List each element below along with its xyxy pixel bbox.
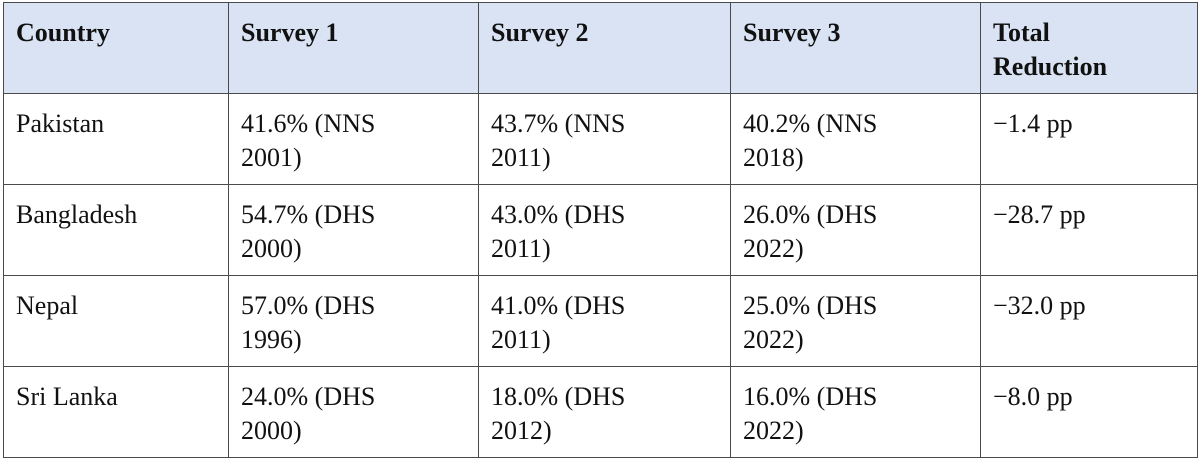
cell-text: 57.0% (DHS 1996)	[241, 291, 376, 354]
header-cell: Survey 2	[478, 2, 731, 94]
cell-text: Total Reduction	[993, 18, 1108, 81]
cell-text: Survey 2	[491, 18, 589, 47]
cell-text: 41.6% (NNS 2001)	[241, 109, 376, 172]
table-cell: Sri Lanka	[3, 366, 229, 458]
cell-text: Nepal	[16, 291, 79, 320]
table-cell: 16.0% (DHS 2022)	[730, 366, 981, 458]
table-cell: 54.7% (DHS 2000)	[228, 184, 479, 276]
table-cell: 41.6% (NNS 2001)	[228, 93, 479, 185]
table-cell: 40.2% (NNS 2018)	[730, 93, 981, 185]
cell-text: −32.0 pp	[993, 291, 1086, 320]
cell-text: Bangladesh	[16, 200, 138, 229]
table-cell: −28.7 pp	[980, 184, 1198, 276]
header-cell: Total Reduction	[980, 2, 1198, 94]
cell-text: 43.0% (DHS 2011)	[491, 200, 626, 263]
cell-text: 25.0% (DHS 2022)	[743, 291, 878, 354]
table-cell: 41.0% (DHS 2011)	[478, 275, 731, 367]
data-table: Country Survey 1 Survey 2 Survey 3 Total Red…	[3, 2, 1198, 458]
cell-text: 24.0% (DHS 2000)	[241, 382, 376, 445]
table-cell: 25.0% (DHS 2022)	[730, 275, 981, 367]
table-row: Sri Lanka 24.0% (DHS 2000) 18.0% (DHS 2012…	[3, 366, 1198, 458]
cell-text: 54.7% (DHS 2000)	[241, 200, 376, 263]
cell-text: Survey 3	[743, 18, 841, 47]
table-row: Bangladesh 54.7% (DHS 2000) 43.0% (DHS 201…	[3, 184, 1198, 276]
cell-text: Sri Lanka	[16, 382, 118, 411]
cell-text: 26.0% (DHS 2022)	[743, 200, 878, 263]
table-cell: 57.0% (DHS 1996)	[228, 275, 479, 367]
table-cell: 43.0% (DHS 2011)	[478, 184, 731, 276]
header-cell: Survey 1	[228, 2, 479, 94]
header-cell: Survey 3	[730, 2, 981, 94]
header-cell: Country	[3, 2, 229, 94]
cell-text: Pakistan	[16, 109, 105, 138]
table-cell: Pakistan	[3, 93, 229, 185]
cell-text: Country	[16, 18, 110, 47]
cell-text: −28.7 pp	[993, 200, 1086, 229]
table-body: Pakistan 41.6% (NNS 2001) 43.7% (NNS 2011)…	[3, 93, 1198, 458]
table-row: Pakistan 41.6% (NNS 2001) 43.7% (NNS 2011)…	[3, 93, 1198, 185]
cell-text: 16.0% (DHS 2022)	[743, 382, 878, 445]
cell-text: Survey 1	[241, 18, 339, 47]
cell-text: 40.2% (NNS 2018)	[743, 109, 878, 172]
cell-text: 41.0% (DHS 2011)	[491, 291, 626, 354]
table-cell: −1.4 pp	[980, 93, 1198, 185]
table-cell: 18.0% (DHS 2012)	[478, 366, 731, 458]
table-cell: Bangladesh	[3, 184, 229, 276]
table-cell: Nepal	[3, 275, 229, 367]
header-row: Country Survey 1 Survey 2 Survey 3 Total Red…	[3, 2, 1198, 94]
cell-text: 18.0% (DHS 2012)	[491, 382, 626, 445]
table-cell: 43.7% (NNS 2011)	[478, 93, 731, 185]
table-row: Nepal 57.0% (DHS 1996) 41.0% (DHS 2011) 25.…	[3, 275, 1198, 367]
table-cell: 26.0% (DHS 2022)	[730, 184, 981, 276]
table-cell: −32.0 pp	[980, 275, 1198, 367]
table-cell: −8.0 pp	[980, 366, 1198, 458]
table-cell: 24.0% (DHS 2000)	[228, 366, 479, 458]
cell-text: −1.4 pp	[993, 109, 1073, 138]
cell-text: −8.0 pp	[993, 382, 1073, 411]
cell-text: 43.7% (NNS 2011)	[491, 109, 626, 172]
